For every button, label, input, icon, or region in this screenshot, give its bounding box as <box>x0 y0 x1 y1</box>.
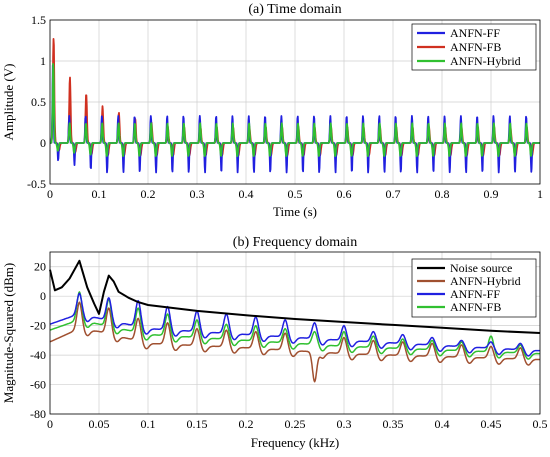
time-x-tick-label: 0.4 <box>239 187 254 201</box>
frequency-domain-series <box>49 259 541 383</box>
frequency-domain-title: (b) Frequency domain <box>233 235 357 250</box>
freq-x-tick-label: 0.25 <box>285 417 306 431</box>
time-domain-ticks: 0 0.1 0.2 0.3 0.4 0.5 0.6 0.7 0.8 0.9 1-0.500.511.… <box>27 13 543 201</box>
legend-label-anfn-ff: ANFN-FF <box>450 287 500 301</box>
time-domain-ylabel: Amplitude (V) <box>1 64 16 141</box>
time-x-tick-label: 0 <box>47 187 53 201</box>
time-domain-axes-box <box>49 19 541 185</box>
time-x-tick-label: 0.2 <box>141 187 156 201</box>
legend-label-anfn-hybrid: ANFN-Hybrid <box>450 274 521 288</box>
freq-x-tick-label: 0 <box>47 417 53 431</box>
legend-label-anfn-hybrid: ANFN-Hybrid <box>450 54 521 68</box>
time-y-tick-label: 0.5 <box>31 95 46 109</box>
frequency-domain-panel: (b) Frequency domain 0 0.05 0.1 0.15 0.2 0.25… <box>1 235 548 450</box>
time-y-tick-label: 1 <box>40 54 46 68</box>
freq-series-anfn-ff <box>49 292 541 357</box>
freq-x-tick-label: 0.05 <box>89 417 110 431</box>
time-x-tick-label: 0.1 <box>92 187 107 201</box>
time-domain-series <box>49 38 541 174</box>
frequency-domain-axes-box <box>49 251 541 415</box>
time-x-tick-label: 0.8 <box>435 187 450 201</box>
time-x-tick-label: 1 <box>537 187 543 201</box>
freq-x-tick-label: 0.1 <box>141 417 156 431</box>
freq-x-tick-label: 0.3 <box>337 417 352 431</box>
freq-y-tick-label: 0 <box>40 289 46 303</box>
freq-x-tick-label: 0.5 <box>533 417 548 431</box>
freq-y-tick-label: -20 <box>30 319 46 333</box>
freq-y-tick-label: -40 <box>30 348 46 362</box>
time-domain-title: (a) Time domain <box>248 2 341 17</box>
frequency-domain-ticks: 0 0.05 0.1 0.15 0.2 0.25 0.3 0.35 0.4 0.45 0.5 -80 -… <box>30 260 548 431</box>
freq-y-tick-label: -60 <box>30 378 46 392</box>
frequency-domain-legend: Noise source ANFN-Hybrid ANFN-FF ANFN-FB <box>411 258 537 318</box>
legend-label-anfn-fb: ANFN-FB <box>450 300 501 314</box>
freq-series-anfn-hybrid <box>49 301 541 383</box>
freq-x-tick-label: 0.2 <box>239 417 254 431</box>
time-domain-legend: ANFN-FF ANFN-FB ANFN-Hybrid <box>411 23 537 71</box>
time-x-tick-label: 0.9 <box>484 187 499 201</box>
legend-label-anfn-ff: ANFN-FF <box>450 26 500 40</box>
time-x-tick-label: 0.3 <box>190 187 205 201</box>
time-y-tick-label: 1.5 <box>31 13 46 27</box>
frequency-domain-ylabel: Magnitude-Squared (dBm) <box>1 263 16 403</box>
freq-x-tick-label: 0.4 <box>435 417 450 431</box>
freq-x-tick-label: 0.15 <box>187 417 208 431</box>
time-domain-panel: (a) Time domain 0 0.1 0.2 0.3 0.4 0.5 0.6 0.7 0.… <box>1 2 543 219</box>
freq-y-tick-label: 20 <box>34 260 46 274</box>
freq-x-tick-label: 0.35 <box>383 417 404 431</box>
time-domain-xlabel: Time (s) <box>273 204 317 219</box>
freq-series-anfn-fb <box>49 291 541 360</box>
time-x-tick-label: 0.5 <box>288 187 303 201</box>
time-series-anfn-hybrid <box>49 63 541 158</box>
freq-series-noise-source <box>49 259 541 334</box>
time-x-tick-label: 0.6 <box>337 187 352 201</box>
legend-label-noise-source: Noise source <box>450 261 512 275</box>
time-y-tick-label: -0.5 <box>27 177 46 191</box>
time-y-tick-label: 0 <box>40 136 46 150</box>
freq-y-tick-label: -80 <box>30 407 46 421</box>
freq-x-tick-label: 0.45 <box>481 417 502 431</box>
time-x-tick-label: 0.7 <box>386 187 401 201</box>
legend-label-anfn-fb: ANFN-FB <box>450 40 501 54</box>
frequency-domain-xlabel: Frequency (kHz) <box>251 435 339 450</box>
